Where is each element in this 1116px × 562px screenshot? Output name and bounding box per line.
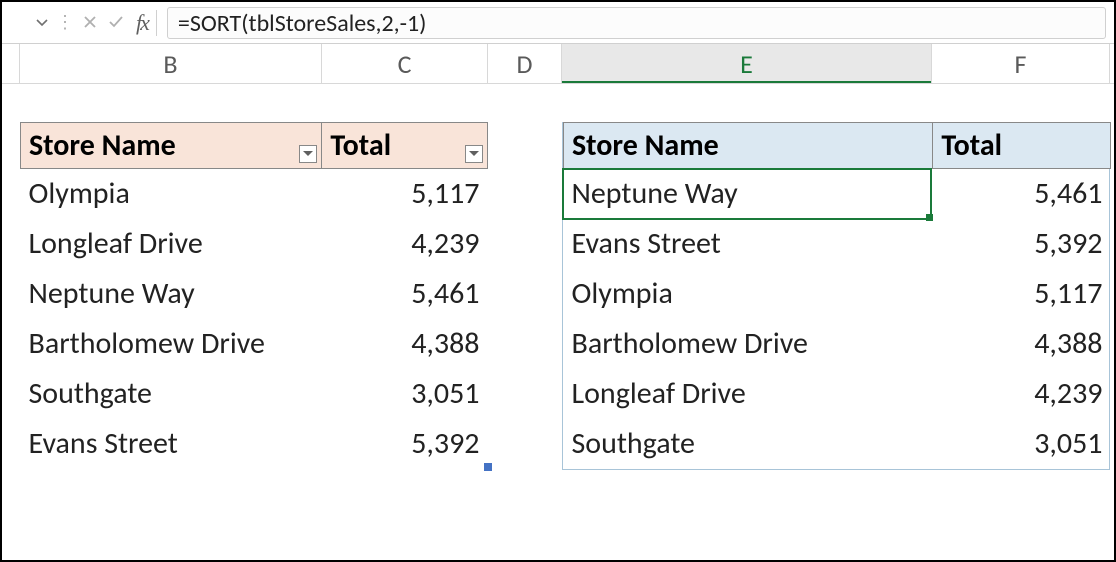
cell-name[interactable]: Evans Street [21,419,322,469]
enter-icon[interactable] [106,11,126,35]
table-row[interactable]: Longleaf Drive4,239 [564,369,1111,419]
table-row[interactable]: Bartholomew Drive4,388 [21,319,488,369]
name-box-dropdown[interactable] [10,19,50,27]
cell-name[interactable]: Olympia [564,269,933,319]
column-headers: B C D E F [2,44,1114,84]
worksheet[interactable]: Store Name Total [2,84,1114,470]
right-th-name[interactable]: Store Name [564,123,933,169]
sorted-table[interactable]: Store Name Total Neptune Way5,461 Evans … [563,122,1111,469]
cell-name[interactable]: Bartholomew Drive [21,319,322,369]
cell-name[interactable]: Longleaf Drive [21,219,322,269]
formula-input[interactable]: =SORT(tblStoreSales,2,-1) [167,7,1106,39]
cell-total[interactable]: 5,117 [322,169,488,219]
cell-total[interactable]: 4,388 [322,319,488,369]
col-header-f[interactable]: F [932,44,1110,83]
right-th-total-label: Total [941,127,1002,164]
cell-name[interactable]: Bartholomew Drive [564,319,933,369]
table-corner-handle[interactable] [484,463,492,471]
cell-total[interactable]: 3,051 [322,369,488,419]
cell-name[interactable]: Southgate [564,419,933,469]
table-row[interactable]: Southgate3,051 [564,419,1111,469]
table-row[interactable]: Olympia5,117 [21,169,488,219]
left-th-name[interactable]: Store Name [21,123,322,169]
left-th-total-label: Total [330,127,391,164]
col-header-d[interactable]: D [488,44,562,83]
fx-icon[interactable]: fx [132,10,157,36]
cell-name[interactable]: Longleaf Drive [564,369,933,419]
col-header-a[interactable] [2,44,20,83]
cell-total[interactable]: 4,388 [933,319,1111,369]
left-th-total[interactable]: Total [322,123,488,169]
cell-total[interactable]: 5,392 [322,419,488,469]
cell-name[interactable]: Olympia [21,169,322,219]
formula-bar-divider: ⋮ [56,11,74,33]
cell-name[interactable]: Southgate [21,369,322,419]
cell-total[interactable]: 5,461 [933,169,1111,219]
table-row[interactable]: Evans Street5,392 [21,419,488,469]
table-row[interactable]: Longleaf Drive4,239 [21,219,488,269]
cell-name[interactable]: Evans Street [564,219,933,269]
cell-total[interactable]: 5,392 [933,219,1111,269]
table-row[interactable]: Olympia5,117 [564,269,1111,319]
right-th-name-label: Store Name [572,127,719,164]
right-th-total[interactable]: Total [933,123,1111,169]
col-header-b[interactable]: B [20,44,322,83]
col-header-e[interactable]: E [562,44,932,83]
cell-total[interactable]: 4,239 [322,219,488,269]
left-th-name-label: Store Name [29,127,176,164]
table-row[interactable]: Bartholomew Drive4,388 [564,319,1111,369]
source-table[interactable]: Store Name Total [20,122,488,469]
table-row[interactable]: Evans Street5,392 [564,219,1111,269]
cell-name[interactable]: Neptune Way [564,169,933,219]
formula-bar: ⋮ fx =SORT(tblStoreSales,2,-1) [2,2,1114,44]
table-row[interactable]: Neptune Way5,461 [564,169,1111,219]
table-row[interactable]: Neptune Way5,461 [21,269,488,319]
cell-total[interactable]: 5,461 [322,269,488,319]
cancel-icon[interactable] [80,11,100,35]
filter-button[interactable] [299,145,317,163]
table-row[interactable]: Southgate3,051 [21,369,488,419]
cell-total[interactable]: 5,117 [933,269,1111,319]
filter-button[interactable] [465,145,483,163]
cell-name[interactable]: Neptune Way [21,269,322,319]
col-header-c[interactable]: C [322,44,488,83]
cell-total[interactable]: 4,239 [933,369,1111,419]
cell-total[interactable]: 3,051 [933,419,1111,469]
